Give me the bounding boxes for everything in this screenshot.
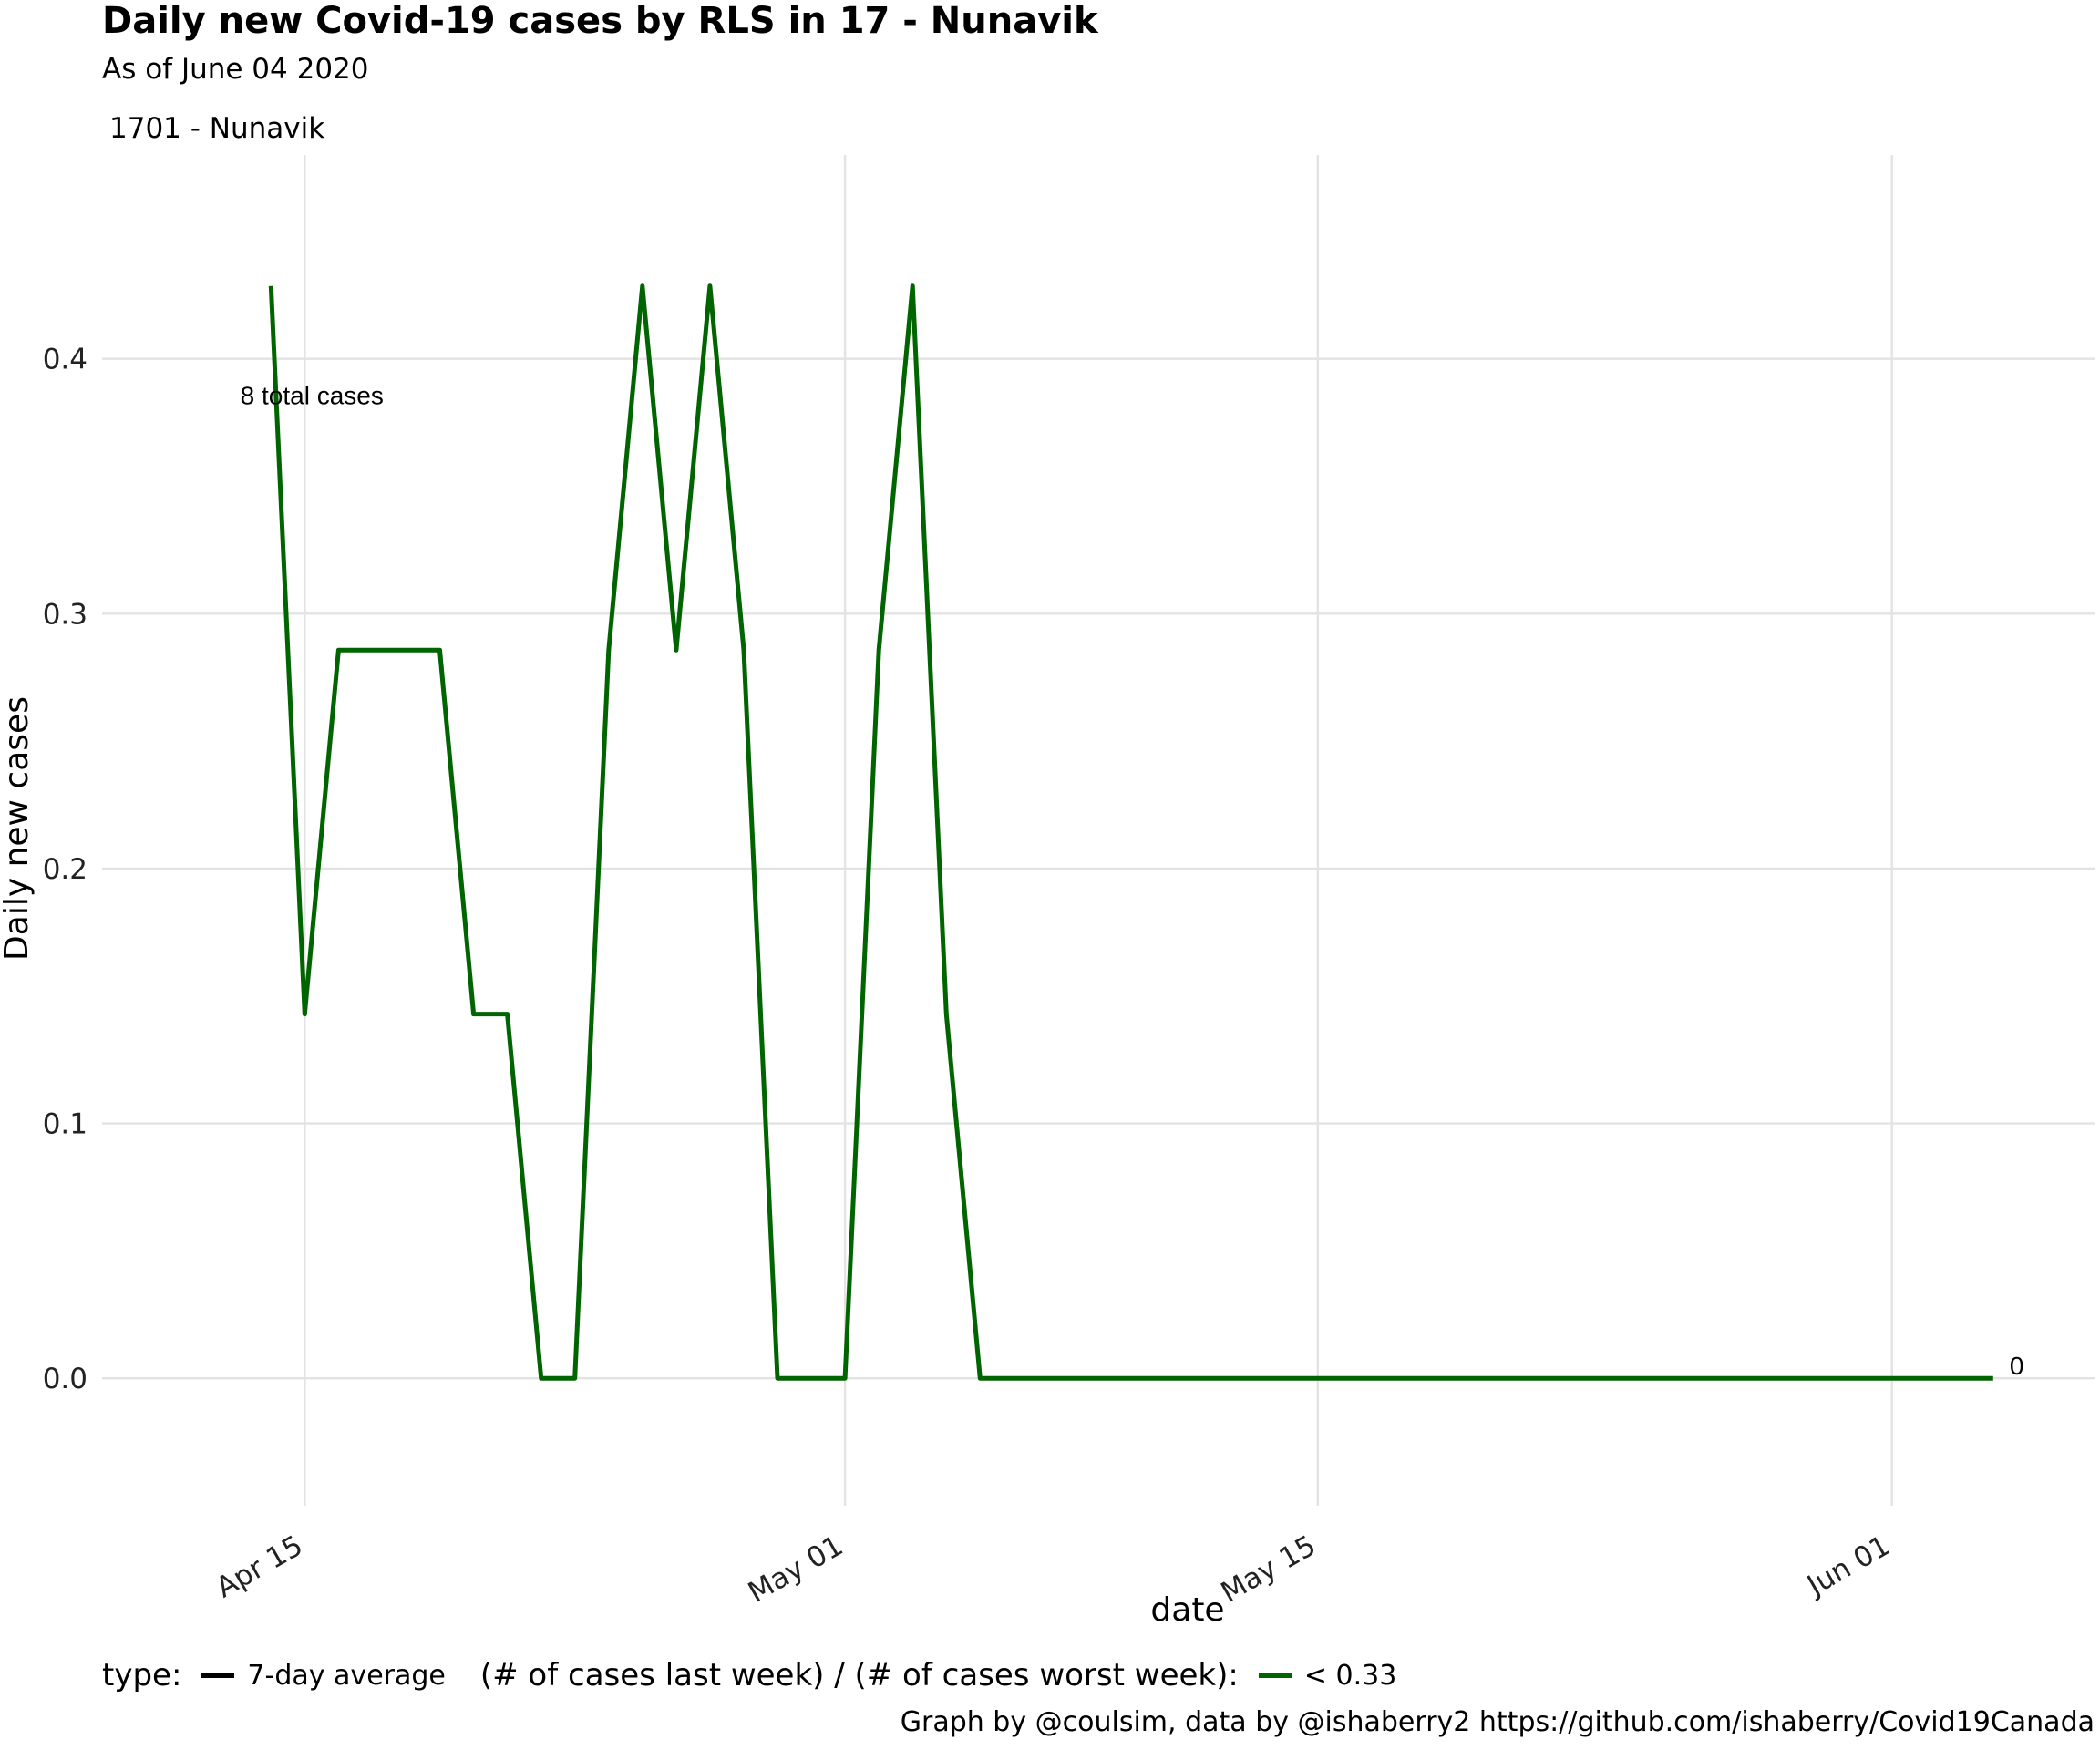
chart-title: Daily new Covid-19 cases by RLS in 17 - … xyxy=(102,0,1098,42)
legend-type-label: type: xyxy=(102,1657,182,1693)
y-tick-label: 0.1 xyxy=(43,1108,88,1141)
legend-key-7day-average xyxy=(201,1673,235,1678)
legend-entry-ratio: < 0.33 xyxy=(1303,1659,1397,1692)
chart-subtitle: As of June 04 2020 xyxy=(102,53,369,86)
legend-key-ratio xyxy=(1258,1673,1292,1678)
x-tick-label: Apr 15 xyxy=(211,1529,308,1605)
legend-ratio-label: (# of cases last week) / (# of cases wor… xyxy=(479,1657,1239,1693)
total-cases-annotation: 8 total cases xyxy=(241,382,384,410)
x-axis-title: date xyxy=(1150,1591,1224,1629)
panel-label: 1701 - Nunavik xyxy=(109,112,325,145)
legend: type: 7-day average (# of cases last wee… xyxy=(102,1657,1396,1693)
series-line-0 xyxy=(268,283,1993,1381)
y-tick-label: 0.3 xyxy=(43,598,88,631)
x-tick-label: Jun 01 xyxy=(1800,1529,1895,1603)
y-tick-label: 0.4 xyxy=(43,344,88,376)
x-tick-label: May 01 xyxy=(743,1529,849,1610)
y-tick-label: 0.2 xyxy=(43,853,88,886)
y-tick-label: 0.0 xyxy=(43,1363,88,1395)
chart-caption: Graph by @coulsim, data by @ishaberry2 h… xyxy=(900,1706,2095,1738)
y-axis-title: Daily new cases xyxy=(0,696,36,961)
legend-entry-7day-average: 7-day average xyxy=(247,1659,446,1692)
x-tick-label: May 15 xyxy=(1216,1529,1322,1610)
end-value-label: 0 xyxy=(2010,1352,2024,1380)
